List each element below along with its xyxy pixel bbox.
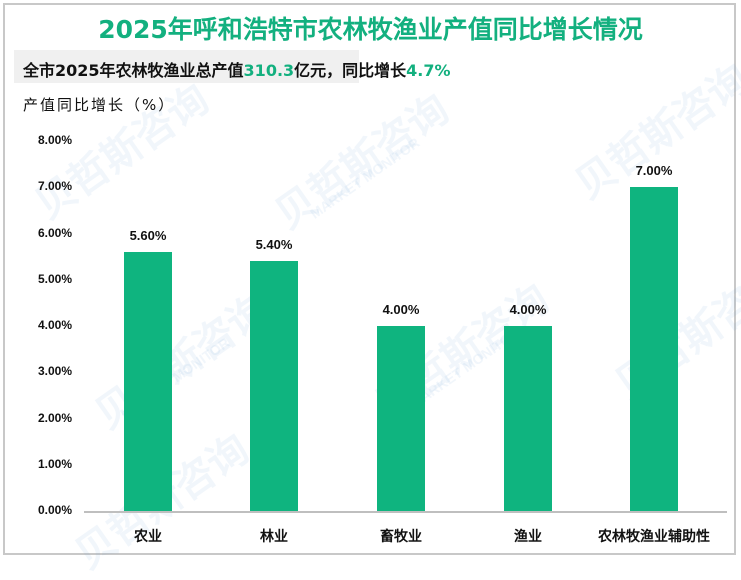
x-category-label: 畜牧业 <box>380 529 422 545</box>
x-category-label: 渔业 <box>514 529 542 545</box>
bar <box>630 187 678 511</box>
y-tick-label: 2.00% <box>37 410 72 425</box>
x-axis-line <box>84 511 727 513</box>
bar <box>250 261 298 511</box>
x-category-label: 农林牧渔业辅助性 <box>598 529 710 545</box>
chart-frame <box>3 3 736 555</box>
bar-value-label: 4.00% <box>382 302 420 317</box>
x-category-label: 农业 <box>134 529 162 545</box>
bar-value-label: 5.40% <box>255 237 293 253</box>
bar-value-label: 4.00% <box>509 302 547 317</box>
y-tick-label: 4.00% <box>37 318 72 332</box>
y-tick-label: 1.00% <box>37 456 72 471</box>
y-tick-label: 3.00% <box>37 364 72 379</box>
subtitle-total-value: 310.3 <box>243 61 295 80</box>
y-tick-label: 6.00% <box>37 225 72 240</box>
subtitle-mid: 亿元，同比增长 <box>294 61 407 80</box>
chart-title: 2025年呼和浩特市农林牧渔业产值同比增长情况 <box>98 15 643 44</box>
x-category-label: 林业 <box>260 529 288 545</box>
bar <box>124 252 172 511</box>
y-tick-label: 7.00% <box>37 179 72 194</box>
y-tick-label: 0.00% <box>37 503 72 517</box>
y-axis-label: 产值同比增长（%） <box>23 96 176 114</box>
bar-value-label: 7.00% <box>635 163 673 179</box>
subtitle: 全市2025年农林牧渔业总产值310.3亿元，同比增长4.7% <box>23 57 451 81</box>
subtitle-prefix: 全市2025年农林牧渔业总产值 <box>23 61 244 80</box>
bar-value-label: 5.60% <box>129 228 167 243</box>
y-tick-label: 8.00% <box>37 133 72 147</box>
y-tick-label: 5.00% <box>37 271 72 286</box>
bar <box>504 326 552 511</box>
bar <box>377 326 425 511</box>
subtitle-box <box>14 50 359 83</box>
subtitle-growth-value: 4.7% <box>406 61 451 80</box>
